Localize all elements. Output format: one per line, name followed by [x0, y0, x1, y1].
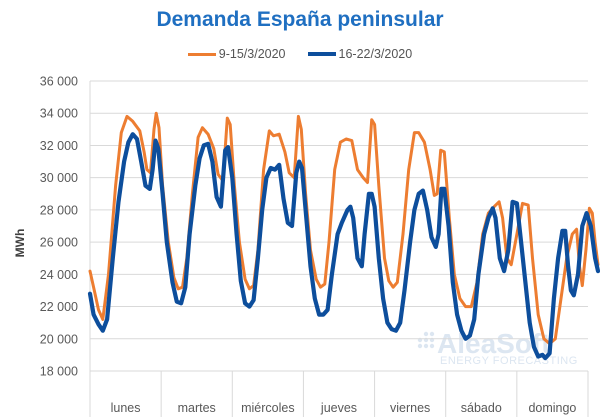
- x-tick-label: jueves: [320, 401, 357, 415]
- y-tick-label: 20 000: [40, 332, 78, 346]
- x-tick-label: domingo: [528, 401, 576, 415]
- legend-swatch-series-2: [307, 52, 336, 56]
- y-tick-label: 18 000: [40, 365, 78, 379]
- y-tick-label: 22 000: [40, 300, 78, 314]
- y-tick-label: 30 000: [40, 171, 78, 185]
- series-lines: [87, 111, 600, 361]
- y-axis-label: MWh: [13, 229, 27, 258]
- watermark: AleaSoft ENERGY FORECASTING: [417, 328, 578, 367]
- legend-item-series-1[interactable]: 9-15/3/2020: [187, 47, 286, 61]
- x-tick-label: sábado: [461, 401, 502, 415]
- legend-swatch-series-1: [187, 52, 216, 56]
- legend-label-series-2: 16-22/3/2020: [338, 47, 413, 61]
- legend-item-series-2[interactable]: 16-22/3/2020: [307, 47, 413, 61]
- y-tick-label: 36 000: [40, 75, 78, 89]
- x-tick-label: viernes: [390, 401, 430, 415]
- legend-label-series-1: 9-15/3/2020: [218, 47, 286, 61]
- x-axis: lunes martes miércoles jueves viernes sábado d…: [89, 81, 589, 417]
- chart-title: Demanda España peninsular: [156, 8, 444, 31]
- y-tick-label: 28 000: [40, 203, 78, 217]
- x-tick-label: martes: [178, 401, 216, 415]
- watermark-tagline: ENERGY FORECASTING: [440, 355, 578, 367]
- watermark-logo-icon: [417, 331, 435, 349]
- y-tick-label: 26 000: [40, 236, 78, 250]
- gridlines: [90, 80, 588, 372]
- y-tick-label: 32 000: [40, 139, 78, 153]
- y-tick-label: 34 000: [40, 107, 78, 121]
- x-tick-label: lunes: [111, 401, 141, 415]
- y-axis: 18 000 20 000 22 000 24 000 26 000 28 000 30 0…: [40, 75, 78, 379]
- x-tick-label: miércoles: [241, 401, 295, 415]
- y-tick-label: 24 000: [40, 268, 78, 282]
- legend: 9-15/3/2020 16-22/3/2020: [0, 47, 600, 61]
- series-line-2[interactable]: [87, 132, 600, 361]
